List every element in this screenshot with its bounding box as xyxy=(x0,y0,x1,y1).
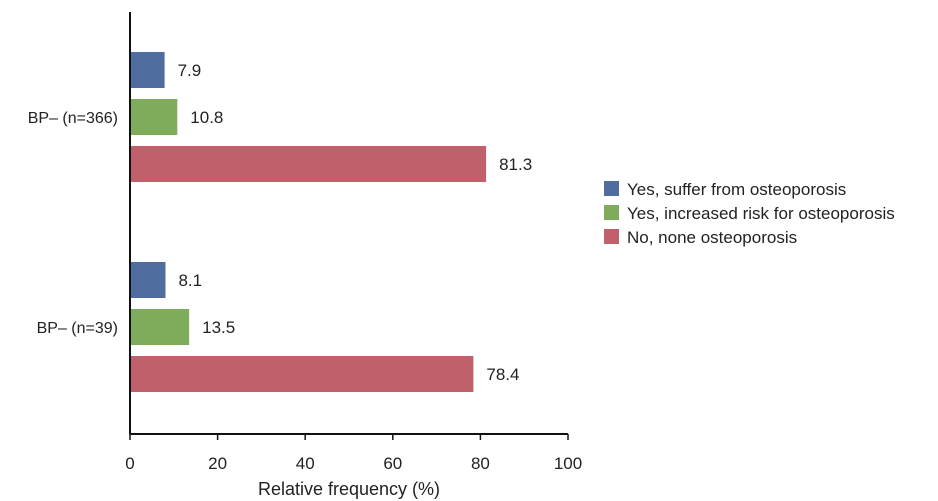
bar xyxy=(131,52,165,88)
data-label: 13.5 xyxy=(202,318,235,337)
category-label: BP– (n=39) xyxy=(37,320,118,337)
axes: 0 20 40 60 80 100 Relative frequency (%) BP– (n… xyxy=(28,12,582,499)
data-label: 81.3 xyxy=(499,155,532,174)
x-tick-label: 0 xyxy=(125,454,134,473)
x-tick-label: 60 xyxy=(383,454,402,473)
bars: 7.9 10.8 81.3 8.1 13.5 78.4 xyxy=(131,52,532,392)
legend-swatch xyxy=(604,205,619,220)
legend-label: No, none osteoporosis xyxy=(627,228,797,247)
bar xyxy=(131,356,474,392)
x-tick-label: 20 xyxy=(208,454,227,473)
legend-swatch xyxy=(604,181,619,196)
x-tick-label: 80 xyxy=(471,454,490,473)
bar xyxy=(131,99,178,135)
x-tick-label: 40 xyxy=(296,454,315,473)
data-label: 7.9 xyxy=(178,61,202,80)
x-tick-label: 100 xyxy=(554,454,582,473)
data-label: 78.4 xyxy=(486,365,519,384)
bar xyxy=(131,146,487,182)
category-label: BP– (n=366) xyxy=(28,110,118,127)
data-label: 10.8 xyxy=(190,108,223,127)
bar xyxy=(131,309,190,345)
legend: Yes, suffer from osteoporosis Yes, increa… xyxy=(604,180,895,247)
legend-label: Yes, increased risk for osteoporosis xyxy=(627,204,895,223)
x-axis-title: Relative frequency (%) xyxy=(258,479,440,499)
data-label: 8.1 xyxy=(178,271,202,290)
bar xyxy=(131,262,166,298)
legend-swatch xyxy=(604,229,619,244)
legend-label: Yes, suffer from osteoporosis xyxy=(627,180,846,199)
